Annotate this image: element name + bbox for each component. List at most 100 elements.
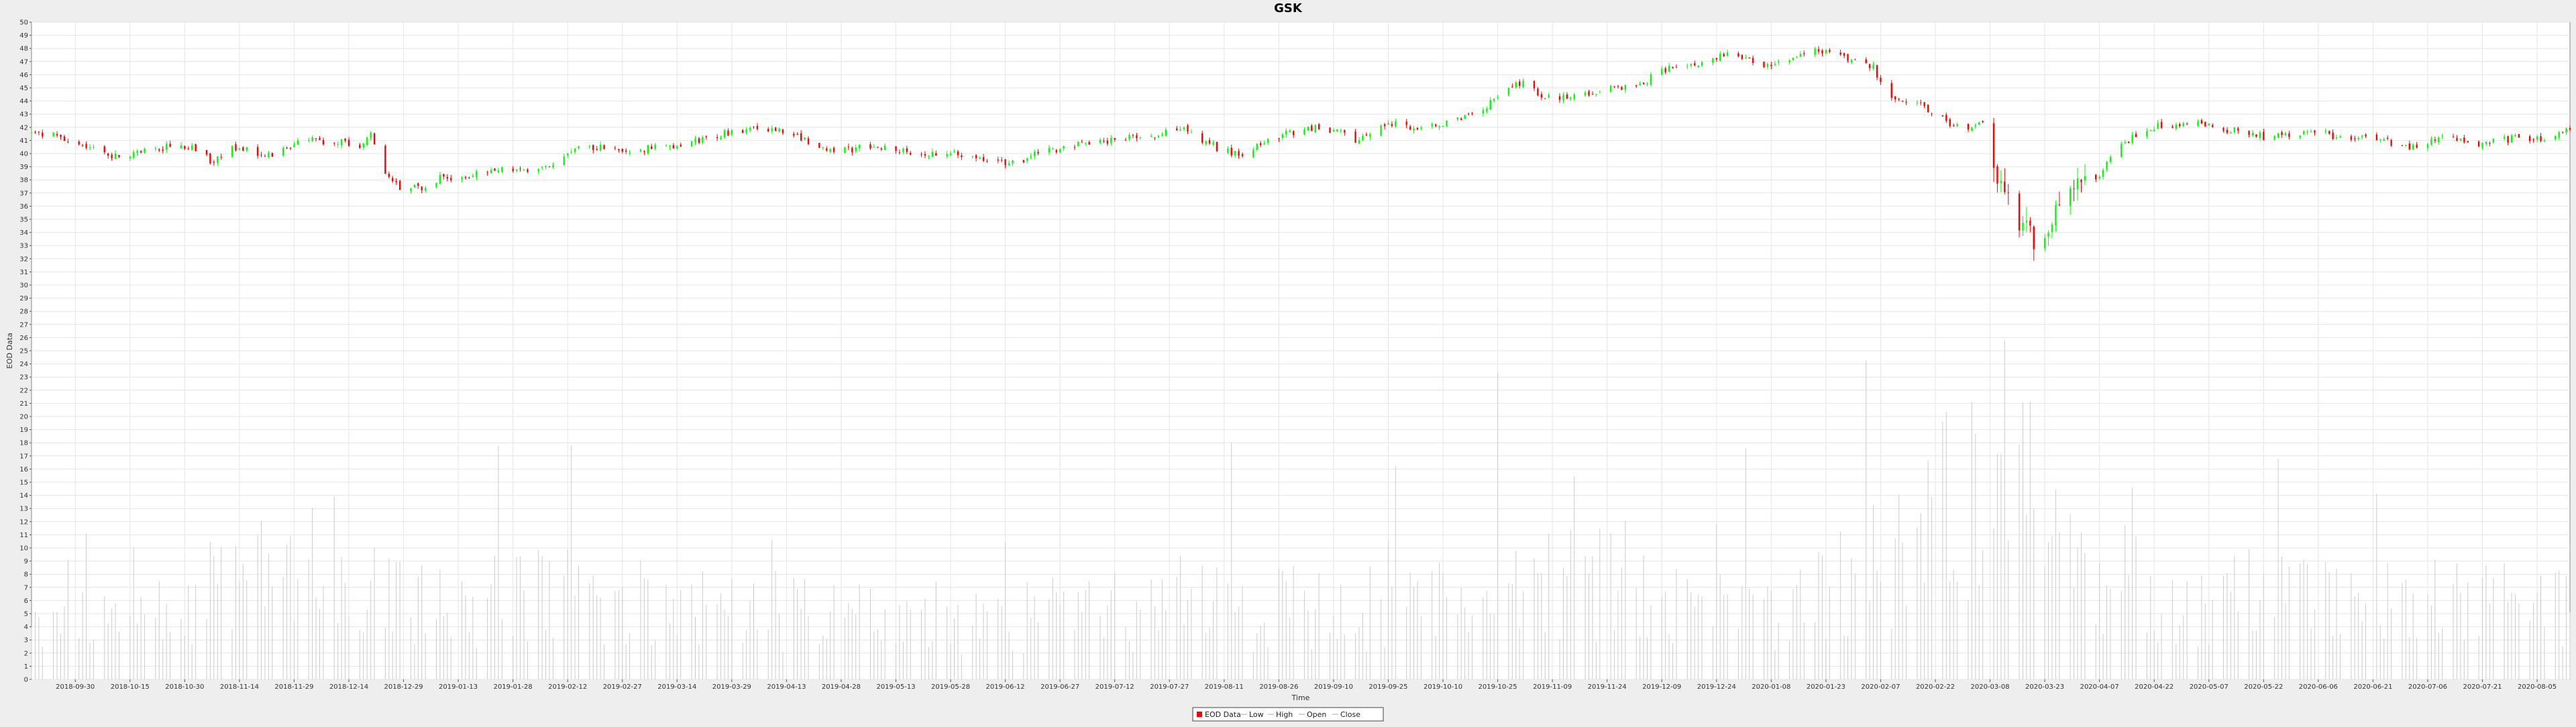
candle-body <box>643 151 645 152</box>
candle-body <box>2438 137 2440 143</box>
x-tick-label: 2020-06-21 <box>2353 683 2392 691</box>
y-tick-label: 50 <box>19 19 28 27</box>
candle-body <box>1672 67 1674 68</box>
candle-body <box>2558 131 2560 137</box>
candle-body <box>439 174 441 184</box>
candle-body <box>1289 130 1291 132</box>
candle-body <box>2248 130 2250 135</box>
candle-body <box>2306 131 2308 133</box>
candle-body <box>118 155 120 157</box>
x-tick-label: 2019-04-13 <box>767 683 806 691</box>
candle-body <box>2284 133 2287 135</box>
legend: EOD Data Low High Open Close <box>1192 707 1384 722</box>
candle-body <box>2109 156 2112 162</box>
candle-body <box>599 144 602 151</box>
candle-body <box>103 146 105 152</box>
candle-body <box>1099 139 1102 144</box>
candle-body <box>512 168 514 172</box>
candle-body <box>2102 170 2104 177</box>
candle-body <box>2127 142 2130 143</box>
y-tick-label: 2 <box>24 650 28 657</box>
x-tick-label: 2018-11-29 <box>274 683 313 691</box>
candle-body <box>78 142 80 145</box>
candle-body <box>140 151 142 153</box>
candle-body <box>1664 68 1666 72</box>
candle-body <box>337 144 339 145</box>
candle-body <box>1150 135 1152 137</box>
x-tick-label: 2018-09-30 <box>56 683 95 691</box>
candle-body <box>2018 193 2021 231</box>
candle-body <box>767 129 769 132</box>
candle-body <box>1949 119 1951 127</box>
candle-body <box>1190 132 1193 133</box>
y-tick-label: 49 <box>19 32 28 40</box>
candle-body <box>1128 135 1130 139</box>
candle-body <box>52 132 54 136</box>
candle-body <box>1434 124 1437 126</box>
candle-body <box>93 147 95 148</box>
candle-body <box>2007 192 2009 193</box>
candle-body <box>158 149 160 151</box>
candle-body <box>42 132 44 137</box>
y-tick-label: 48 <box>19 46 28 53</box>
x-tick-label: 2018-10-15 <box>111 683 150 691</box>
candle-body <box>388 173 390 177</box>
candle-body <box>1464 115 1466 119</box>
candle-body <box>2204 121 2206 127</box>
candle-body <box>1241 154 1244 156</box>
candle-body <box>1314 125 1316 133</box>
candle-body <box>421 186 423 190</box>
candle-body <box>680 144 682 147</box>
x-tick-label: 2019-01-13 <box>439 683 478 691</box>
candle-body <box>961 155 963 158</box>
x-tick-label: 2020-04-07 <box>2080 683 2119 691</box>
candle-body <box>771 128 773 131</box>
candle-body <box>2503 136 2506 139</box>
candle-body <box>1446 120 1448 127</box>
candle-body <box>501 167 503 172</box>
candle-body <box>2233 127 2236 133</box>
candle-body <box>625 150 627 152</box>
candle-body <box>826 148 828 151</box>
candle-body <box>133 152 135 158</box>
x-tick-label: 2019-08-26 <box>1259 683 1298 691</box>
y-tick-label: 40 <box>19 151 28 158</box>
candle-body <box>800 133 802 141</box>
y-tick-label: 15 <box>19 480 28 487</box>
candle-body <box>2379 139 2381 140</box>
candle-body <box>1978 122 1980 125</box>
candle-body <box>1081 142 1083 143</box>
x-tick-label: 2019-06-27 <box>1040 683 1079 691</box>
candle-body <box>1365 134 1368 135</box>
candle-body <box>1420 127 1422 129</box>
candle-body <box>2146 131 2148 137</box>
candle-body <box>2073 188 2075 189</box>
candle-body <box>982 157 985 161</box>
candle-body <box>1234 151 1236 156</box>
y-tick-label: 35 <box>19 217 28 224</box>
candle-body <box>548 166 551 168</box>
candle-body <box>621 149 623 152</box>
candle-body <box>2175 124 2178 129</box>
candle-body <box>2124 142 2126 144</box>
candle-body <box>2518 133 2520 138</box>
candle-body <box>858 145 861 149</box>
candle-body <box>1719 54 1721 61</box>
candle-body <box>563 156 565 166</box>
candle-body <box>359 144 361 148</box>
candle-body <box>2565 128 2567 133</box>
candle-body <box>1395 121 1397 127</box>
x-tick-label: 2019-09-25 <box>1368 683 1407 691</box>
candle-body <box>271 153 274 157</box>
candle-body <box>1311 125 1313 131</box>
candle-body <box>690 141 693 146</box>
candle-body <box>2375 134 2378 141</box>
chart-title: GSK <box>1274 1 1303 15</box>
candle-body <box>1522 80 1524 88</box>
candle-body <box>242 147 244 151</box>
candle-body <box>2047 232 2049 237</box>
candle-body <box>1847 54 1849 61</box>
candle-body <box>2273 135 2275 140</box>
x-tick-label: 2019-11-09 <box>1533 683 1572 691</box>
candle-body <box>603 145 605 150</box>
